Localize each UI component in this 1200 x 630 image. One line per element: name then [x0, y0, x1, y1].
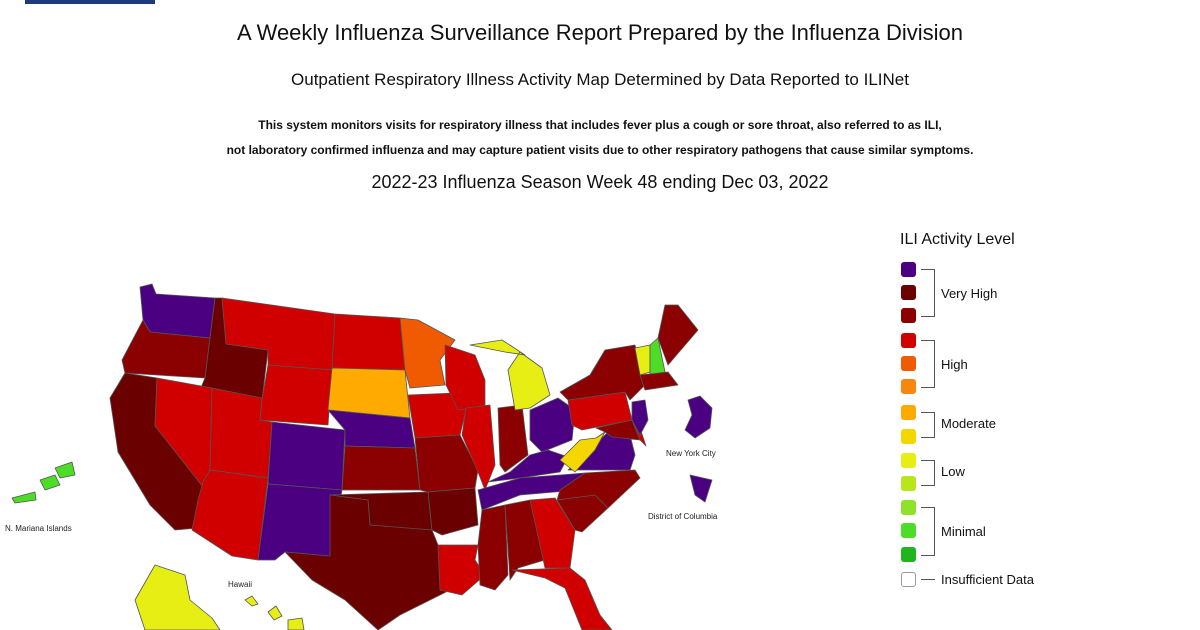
legend-swatch-3	[901, 308, 916, 323]
legend-bracket-minimal	[921, 507, 935, 556]
legend-swatch-10	[901, 476, 916, 491]
legend-swatch-5	[901, 356, 916, 371]
description-line-1: This system monitors visits for respirat…	[258, 118, 942, 132]
state-sd[interactable]	[327, 367, 411, 419]
header-logo-bar	[25, 0, 155, 4]
season-week-label: 2022-23 Influenza Season Week 48 ending …	[371, 172, 829, 192]
legend-swatch-12	[901, 523, 916, 538]
mariana-islands-label: N. Mariana Islands	[5, 524, 72, 533]
state-ks[interactable]	[341, 445, 421, 491]
legend-swatch-6	[901, 379, 916, 394]
state-me[interactable]	[657, 304, 699, 366]
state-wy[interactable]	[259, 364, 333, 426]
hawaii-label: Hawaii	[228, 580, 253, 589]
legend-bracket-very-high	[921, 269, 935, 317]
state-nc[interactable]	[556, 469, 641, 509]
legend-label-high: High	[941, 357, 968, 372]
state-md[interactable]	[595, 419, 641, 441]
state-ak[interactable]	[134, 564, 221, 630]
state-fl[interactable]	[511, 567, 613, 630]
state-ar[interactable]	[427, 487, 479, 536]
state-mp[interactable]	[11, 461, 76, 504]
legend-label-moderate: Moderate	[941, 416, 996, 431]
legend-swatch-11	[901, 500, 916, 515]
legend-bracket-moderate	[921, 412, 935, 438]
state-ia[interactable]	[407, 392, 467, 439]
state-dc[interactable]	[689, 474, 713, 503]
state-tx[interactable]	[284, 494, 451, 630]
state-az[interactable]	[191, 469, 269, 561]
legend-swatch-13	[901, 547, 916, 562]
legend-swatch-2	[901, 285, 916, 300]
state-nyc[interactable]	[684, 395, 713, 439]
state-ma[interactable]	[639, 371, 679, 391]
state-wa[interactable]	[139, 283, 216, 339]
legend-swatch-7	[901, 405, 916, 420]
legend-label-minimal: Minimal	[941, 524, 986, 539]
state-ms[interactable]	[477, 504, 509, 591]
legend-label-insufficient: Insufficient Data	[941, 572, 1034, 587]
state-ga[interactable]	[529, 497, 576, 569]
description-line-2: not laboratory confirmed influenza and m…	[226, 143, 974, 157]
legend-bracket-low	[921, 460, 935, 486]
report-title: A Weekly Influenza Surveillance Report P…	[237, 20, 963, 45]
state-hi[interactable]	[244, 595, 305, 630]
state-ky[interactable]	[487, 449, 569, 483]
legend-swatch-9	[901, 453, 916, 468]
state-co[interactable]	[267, 421, 346, 491]
state-nm[interactable]	[257, 483, 343, 561]
legend-swatch-insufficient	[901, 572, 916, 587]
legend-insufficient-dash	[921, 579, 935, 580]
legend-label-very-high: Very High	[941, 286, 998, 301]
legend-swatch-8	[901, 429, 916, 444]
system-description: This system monitors visits for respirat…	[0, 113, 1200, 163]
district-of-columbia-label: District of Columbia	[648, 512, 718, 521]
legend-bracket-high	[921, 340, 935, 388]
map-subtitle: Outpatient Respiratory Illness Activity …	[291, 70, 909, 89]
state-ny[interactable]	[559, 344, 646, 401]
new-york-city-label: New York City	[666, 449, 716, 458]
legend-title: ILI Activity Level	[900, 231, 1015, 248]
legend-label-low: Low	[941, 464, 965, 479]
us-ili-map[interactable]	[0, 200, 880, 630]
legend-swatch-1	[901, 262, 916, 277]
state-nd[interactable]	[331, 313, 406, 371]
state-oh[interactable]	[529, 397, 576, 453]
state-mi[interactable]	[469, 339, 551, 411]
state-la[interactable]	[437, 544, 486, 596]
state-mn[interactable]	[399, 317, 456, 389]
legend-swatch-4	[901, 333, 916, 348]
state-nj[interactable]	[631, 399, 649, 436]
